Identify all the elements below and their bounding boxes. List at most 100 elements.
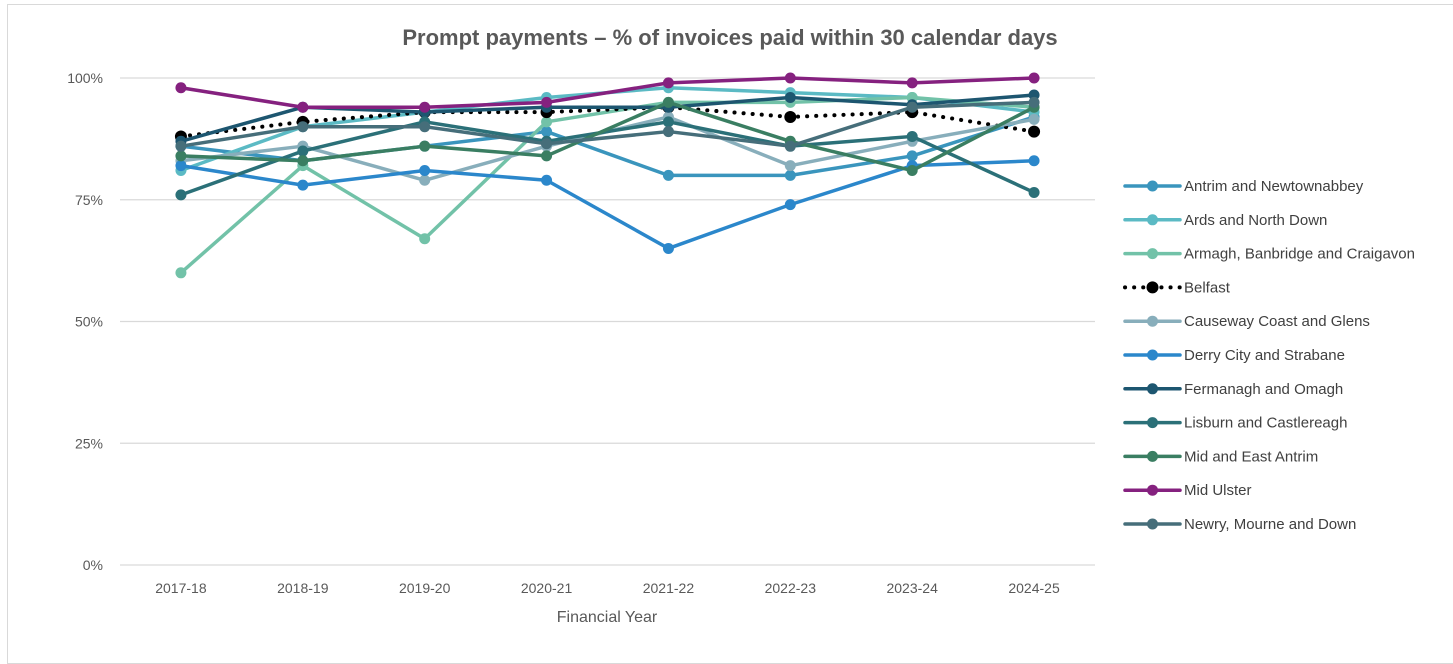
legend-item[interactable]: Mid Ulster — [1123, 482, 1252, 499]
legend-item[interactable]: Ards and North Down — [1123, 212, 1327, 229]
legend-point-marker — [1147, 248, 1158, 260]
legend-label: Mid Ulster — [1184, 482, 1252, 499]
series-line — [179, 93, 1036, 144]
data-point — [1028, 72, 1040, 84]
data-point — [419, 165, 431, 177]
legend-point-marker — [1147, 484, 1158, 496]
data-point — [784, 169, 796, 181]
legend-point-marker — [1147, 315, 1158, 327]
series-line — [179, 100, 1036, 173]
data-point — [1028, 96, 1040, 108]
data-point — [541, 138, 553, 150]
data-point — [784, 91, 796, 103]
data-point — [662, 96, 674, 108]
legend: Antrim and Newtownabbey Ards and North Do… — [1123, 178, 1415, 533]
data-point — [541, 174, 553, 186]
legend-item[interactable]: Derry City and Strabane — [1123, 347, 1345, 364]
data-point — [1028, 186, 1040, 198]
legend-item[interactable]: Mid and East Antrim — [1123, 448, 1318, 465]
data-point — [662, 116, 674, 128]
x-axis-ticks: 2017-18 2018-19 2019-20 2020-21 2021-22 2022-… — [155, 580, 1060, 596]
series-newry-mourne-and-down — [175, 96, 1040, 152]
data-point — [662, 169, 674, 181]
data-point — [784, 140, 796, 152]
series-group — [174, 72, 1041, 279]
gridlines — [120, 77, 1095, 566]
data-point — [419, 140, 431, 152]
series-line — [179, 159, 1036, 251]
data-point — [297, 121, 309, 133]
x-tick-label: 2022-23 — [765, 580, 817, 596]
data-point — [784, 160, 796, 172]
legend-item[interactable]: Lisburn and Castlereagh — [1123, 415, 1347, 432]
legend-label: Armagh, Banbridge and Craigavon — [1184, 246, 1415, 263]
y-tick-label: 75% — [75, 192, 103, 208]
x-tick-label: 2023-24 — [886, 580, 938, 596]
data-point — [175, 189, 187, 201]
data-point — [297, 101, 309, 113]
data-point — [906, 101, 918, 113]
data-point — [541, 96, 553, 108]
y-tick-label: 0% — [83, 557, 103, 573]
series-line — [178, 105, 1037, 139]
legend-label: Newry, Mourne and Down — [1184, 516, 1356, 533]
data-point — [419, 101, 431, 113]
legend-label: Derry City and Strabane — [1184, 347, 1345, 364]
data-point — [662, 77, 674, 89]
series-line — [179, 95, 1036, 275]
x-axis-title: Financial Year — [557, 609, 658, 626]
y-tick-label: 50% — [75, 314, 103, 330]
legend-label: Causeway Coast and Glens — [1184, 313, 1370, 330]
data-point — [175, 160, 187, 172]
data-point — [541, 126, 553, 138]
data-point — [906, 165, 918, 177]
data-point — [1028, 125, 1041, 138]
series-line — [179, 100, 1036, 148]
data-point — [175, 140, 187, 152]
series-line — [179, 76, 1036, 109]
data-point — [784, 72, 796, 84]
data-point — [906, 77, 918, 89]
data-point — [784, 110, 797, 123]
legend-label: Mid and East Antrim — [1184, 448, 1318, 465]
data-point — [906, 150, 918, 162]
data-point — [297, 155, 309, 167]
x-tick-label: 2019-20 — [399, 580, 451, 596]
legend-item[interactable]: Newry, Mourne and Down — [1123, 516, 1356, 533]
series-mid-and-east-antrim — [175, 96, 1040, 177]
data-point — [662, 242, 674, 254]
x-tick-label: 2018-19 — [277, 580, 329, 596]
legend-item[interactable]: Causeway Coast and Glens — [1123, 313, 1370, 330]
legend-point-marker — [1147, 214, 1158, 226]
data-point — [1028, 113, 1040, 125]
data-point — [541, 116, 553, 128]
legend-label: Fermanagh and Omagh — [1184, 381, 1343, 398]
legend-point-marker — [1147, 518, 1158, 530]
data-point — [419, 174, 431, 186]
legend-item[interactable]: Belfast — [1123, 279, 1231, 296]
data-point — [419, 233, 431, 245]
legend-label: Lisburn and Castlereagh — [1184, 415, 1347, 432]
data-point — [784, 199, 796, 211]
legend-point-marker — [1147, 180, 1158, 192]
legend-point-marker — [1147, 450, 1158, 462]
data-point — [906, 130, 918, 142]
data-point — [175, 267, 187, 279]
legend-item[interactable]: Fermanagh and Omagh — [1123, 381, 1343, 398]
x-tick-label: 2021-22 — [643, 580, 695, 596]
legend-point-marker — [1146, 281, 1159, 294]
x-tick-label: 2017-18 — [155, 580, 207, 596]
legend-item[interactable]: Antrim and Newtownabbey — [1123, 178, 1364, 195]
legend-point-marker — [1147, 417, 1158, 429]
data-point — [419, 121, 431, 133]
data-point — [1028, 155, 1040, 167]
legend-label: Antrim and Newtownabbey — [1184, 178, 1364, 195]
data-point — [175, 82, 187, 94]
legend-item[interactable]: Armagh, Banbridge and Craigavon — [1123, 246, 1415, 263]
legend-label: Ards and North Down — [1184, 212, 1327, 229]
chart-title: Prompt payments – % of invoices paid wit… — [402, 25, 1057, 50]
legend-label: Belfast — [1184, 279, 1231, 296]
data-point — [541, 150, 553, 162]
legend-point-marker — [1147, 383, 1158, 395]
